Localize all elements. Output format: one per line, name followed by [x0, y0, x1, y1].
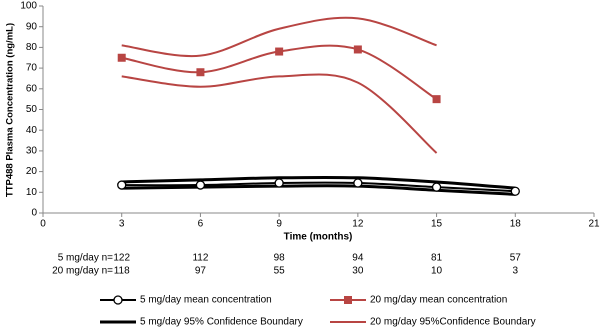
ci-line [121, 175, 516, 190]
x-tick-label: 6 [198, 219, 204, 230]
point [510, 186, 520, 196]
n-value: 30 [352, 266, 364, 277]
point [353, 45, 362, 54]
y-tick-label: 50 [26, 104, 38, 115]
legend-label: 20 mg/day mean concentration [370, 295, 507, 306]
legend-label: 20 mg/day 95%Confidence Boundary [370, 317, 536, 328]
legend-marker [113, 295, 123, 305]
ci-line [121, 73, 438, 154]
n-value: 10 [431, 266, 443, 277]
point [432, 95, 441, 104]
n-value: 94 [352, 253, 364, 264]
ci-line [121, 16, 437, 58]
n-value: 112 [192, 253, 208, 264]
y-tick-label: 20 [26, 166, 38, 177]
y-tick-label: 100 [20, 1, 37, 12]
n-value: 57 [510, 253, 522, 264]
n-value: 3 [513, 266, 519, 277]
point [274, 178, 284, 188]
y-tick-label: 80 [26, 42, 38, 53]
n-value: 81 [431, 253, 443, 264]
x-axis-title: Time (months) [284, 232, 353, 243]
x-tick-label: 0 [40, 219, 46, 230]
y-axis-title: TTP488 Plasma Concentration (ng/mL) [5, 23, 16, 197]
y-tick-label: 10 [26, 187, 38, 198]
point [196, 68, 205, 77]
n-value: 97 [195, 266, 207, 277]
n-row-label: 5 mg/day n= [58, 253, 113, 264]
x-tick-label: 15 [431, 219, 443, 230]
x-tick-label: 9 [276, 219, 282, 230]
x-tick-label: 3 [119, 219, 125, 230]
n-value: 122 [113, 253, 130, 264]
point [431, 182, 442, 192]
x-tick-label: 12 [352, 219, 364, 230]
point [117, 180, 127, 190]
y-tick-label: 70 [26, 63, 38, 74]
legend-label: 5 mg/day 95% Confidence Boundary [140, 317, 303, 328]
n-value: 118 [114, 266, 130, 277]
y-tick-label: 90 [26, 21, 38, 32]
x-tick-label: 18 [510, 219, 522, 230]
point [195, 180, 206, 190]
point [275, 47, 284, 56]
ci-line [121, 184, 516, 196]
n-value: 98 [274, 253, 286, 264]
legend-marker [344, 296, 352, 304]
point [117, 53, 126, 62]
y-tick-label: 60 [26, 83, 38, 94]
x-tick-label: 21 [588, 219, 600, 230]
y-tick-label: 30 [26, 146, 38, 157]
y-tick-label: 40 [26, 125, 38, 136]
y-tick-label: 0 [31, 208, 37, 219]
legend-label: 5 mg/day mean concentration [140, 295, 272, 306]
point [353, 178, 363, 188]
mean-line [121, 181, 516, 193]
n-value: 55 [274, 266, 286, 277]
n-row-label: 20 mg/day n= [52, 266, 113, 277]
